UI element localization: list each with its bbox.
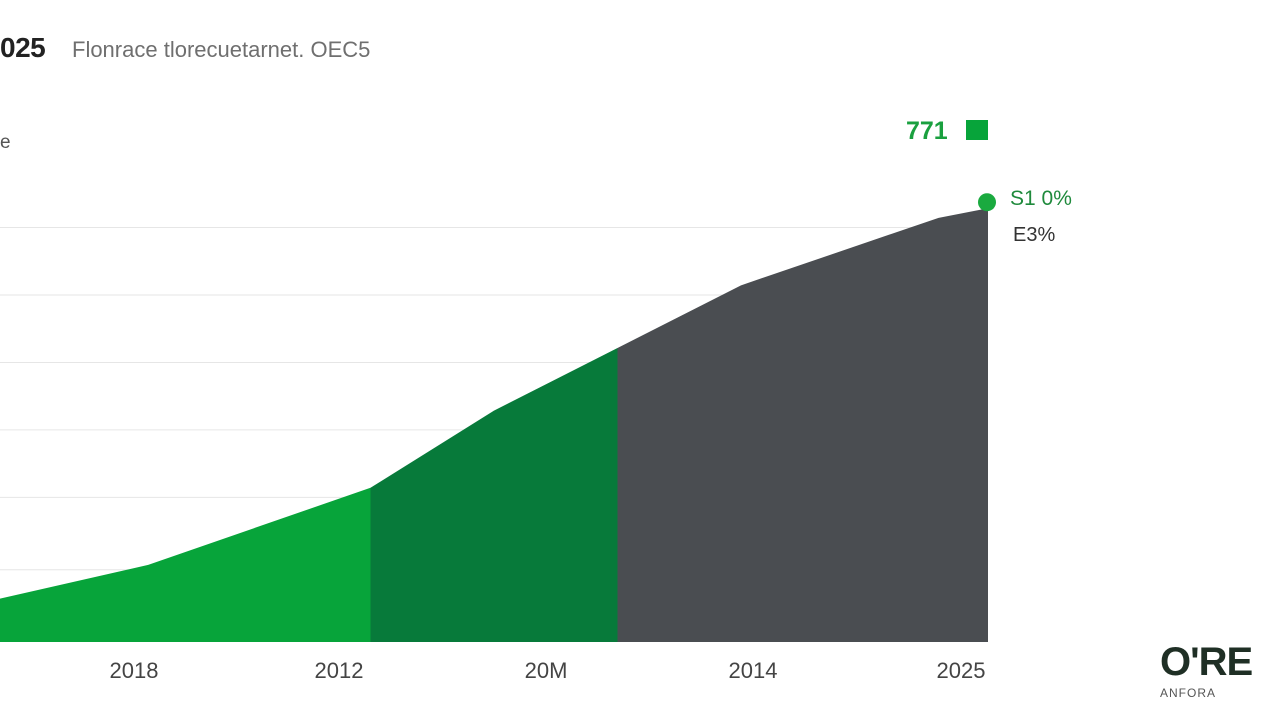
endpoint-value-label: S1 0% [1010, 187, 1072, 210]
x-tick-label: 2012 [315, 658, 364, 683]
area-segment-2 [370, 347, 618, 642]
endpoint-sub-label: E3% [1013, 224, 1056, 246]
peak-legend-swatch [966, 120, 988, 140]
x-tick-label: 2025 [937, 658, 986, 683]
brand-logo: O'RE ANFORA [1160, 640, 1280, 720]
peak-value-label: 771 [906, 117, 948, 145]
chart-title-year: 025 [0, 32, 46, 63]
x-tick-label: 20M [525, 658, 568, 683]
area-segments [0, 208, 988, 642]
chart-subtitle: Flonrace tlorecuetarnet. OEC5 [72, 37, 371, 62]
chart-markers [978, 193, 996, 212]
area-segment-3 [617, 208, 988, 642]
area-segment-1 [0, 487, 371, 642]
x-tick-label: 2014 [729, 658, 778, 683]
endpoint-dot [978, 193, 996, 212]
logo-tagline: ANFORA [1160, 686, 1217, 700]
x-axis-ticks: 2018 2012 20M 2014 2025 [110, 658, 986, 683]
y-axis-label: e [0, 132, 11, 153]
logo-mark: O'RE [1160, 640, 1253, 684]
x-tick-label: 2018 [110, 658, 159, 683]
